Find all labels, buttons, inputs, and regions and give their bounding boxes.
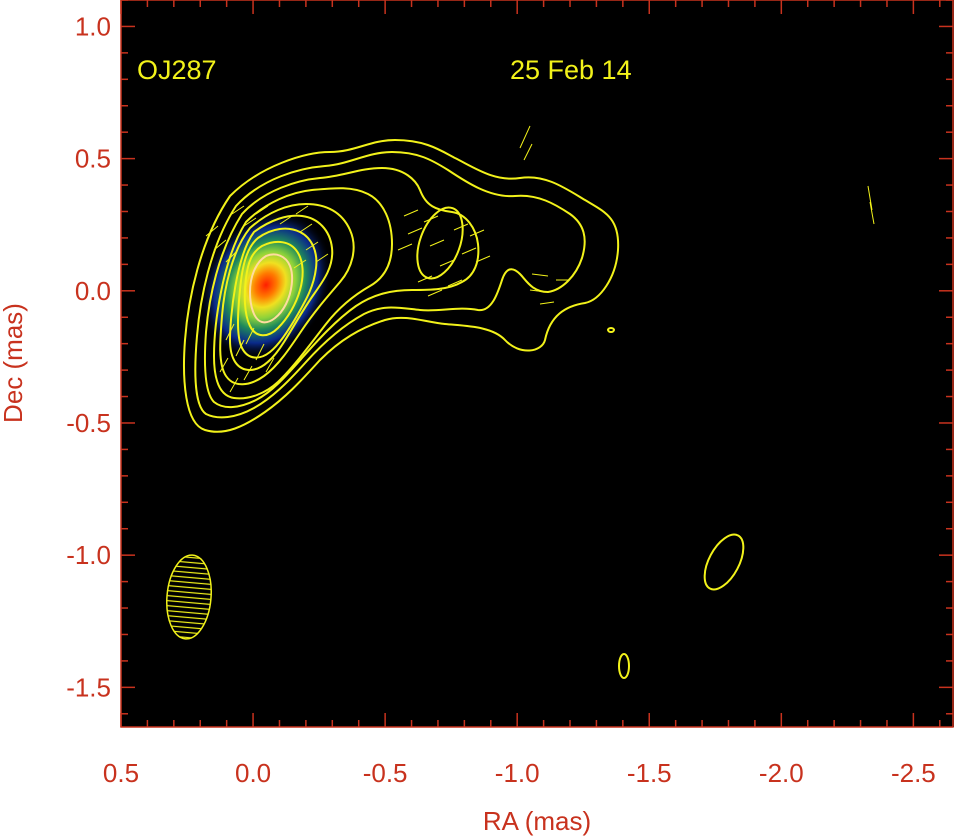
contour-6 [228,214,334,372]
contour-isolated-3 [607,327,615,333]
contour-7 [237,227,318,359]
contour-isolated-1 [703,533,745,591]
x-tick-label: 0.0 [235,758,271,788]
x-axis-title: RA (mas) [483,806,591,836]
contour-3 [203,166,480,408]
x-tick-label: -1.5 [627,758,672,788]
x-tick-label: -0.5 [363,758,408,788]
x-tick-label: 0.5 [103,758,139,788]
contour-9 [248,253,294,324]
x-tick-label: -2.0 [759,758,804,788]
x-tick-label: -1.0 [495,758,540,788]
y-axis-title: Dec (mas) [0,303,28,423]
contour-4 [212,187,394,400]
contour-8 [243,240,304,337]
source-label: OJ287 [137,55,217,85]
y-tick-label: 1.0 [75,11,111,41]
tick-labels: 0.5 0.0 -0.5 -1.0 -1.5 -2.0 -2.5 1.0 0.5 0.0 -0.5 -… [66,11,936,788]
y-tick-label: 0.0 [75,276,111,306]
contour-outer [183,138,620,433]
x-tick-label: -2.5 [891,758,936,788]
y-tick-label: -1.0 [66,540,111,570]
plot-area [121,0,954,727]
y-tick-label: 0.5 [75,144,111,174]
contour-jet-knot [416,206,464,280]
y-tick-label: -0.5 [66,408,111,438]
contour-2 [194,150,586,419]
y-tick-label: -1.5 [66,672,111,702]
intensity-contours [183,138,745,679]
contour-5 [219,202,355,386]
plot-frame [120,0,954,728]
date-label: 25 Feb 14 [510,55,632,85]
restoring-beam [166,554,212,640]
axis-ticks [120,0,953,727]
contour-isolated-2 [618,653,630,679]
